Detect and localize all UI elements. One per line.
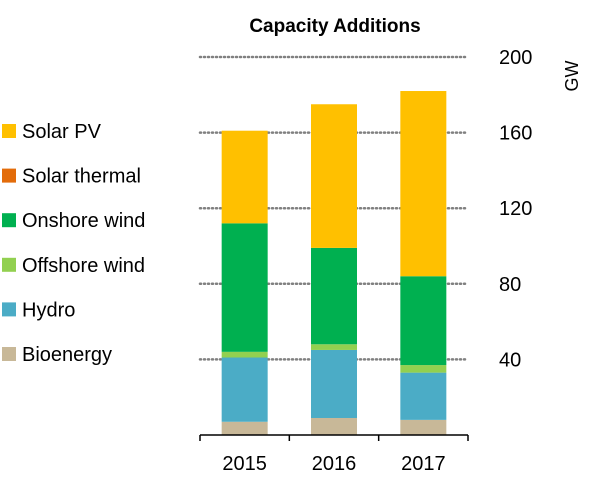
- legend-label: Onshore wind: [22, 210, 145, 232]
- bar-segment-onshore-wind: [222, 223, 268, 352]
- bar-segment-offshore-wind: [400, 365, 446, 373]
- legend-swatch: [2, 124, 16, 138]
- legend-swatch: [2, 258, 16, 272]
- legend-swatch: [2, 302, 16, 316]
- y-axis-ticks: 40 80 120 160 200: [499, 47, 532, 371]
- bar-segment-bioenergy: [400, 420, 446, 435]
- chart-title: Capacity Additions: [249, 16, 420, 37]
- bar-segment-offshore-wind: [222, 352, 268, 358]
- legend-swatch: [2, 169, 16, 183]
- y-tick-label: 40: [499, 349, 521, 371]
- x-axis: 2015 2016 2017: [200, 435, 468, 475]
- legend-label: Bioenergy: [22, 344, 112, 366]
- bar-segment-hydro: [400, 373, 446, 420]
- y-tick-label: 80: [499, 274, 521, 296]
- legend-swatch: [2, 347, 16, 361]
- bar-segment-onshore-wind: [400, 276, 446, 365]
- stacked-bars: [222, 91, 447, 435]
- y-tick-label: 160: [499, 123, 532, 145]
- legend-swatch: [2, 213, 16, 227]
- bar-segment-solar-pv: [311, 104, 357, 248]
- legend-label: Solar thermal: [22, 166, 141, 188]
- legend-label: Hydro: [22, 299, 75, 321]
- legend-label: Offshore wind: [22, 255, 145, 277]
- x-tick-label: 2017: [401, 453, 446, 475]
- x-tick-label: 2015: [222, 453, 267, 475]
- bar-segment-solar-pv: [222, 131, 268, 224]
- x-tick-label: 2016: [312, 453, 357, 475]
- legend-label: Solar PV: [22, 121, 102, 143]
- bar-segment-solar-pv: [400, 91, 446, 276]
- y-tick-label: 200: [499, 47, 532, 69]
- bar-segment-bioenergy: [311, 418, 357, 435]
- bar-segment-onshore-wind: [311, 248, 357, 344]
- bar-segment-hydro: [311, 350, 357, 418]
- bar-segment-hydro: [222, 358, 268, 422]
- y-axis-unit: GW: [562, 60, 582, 91]
- bar-segment-bioenergy: [222, 422, 268, 435]
- bar-segment-offshore-wind: [311, 344, 357, 350]
- y-tick-label: 120: [499, 198, 532, 220]
- legend: Solar PV Solar thermal Onshore wind Offshor…: [2, 121, 145, 366]
